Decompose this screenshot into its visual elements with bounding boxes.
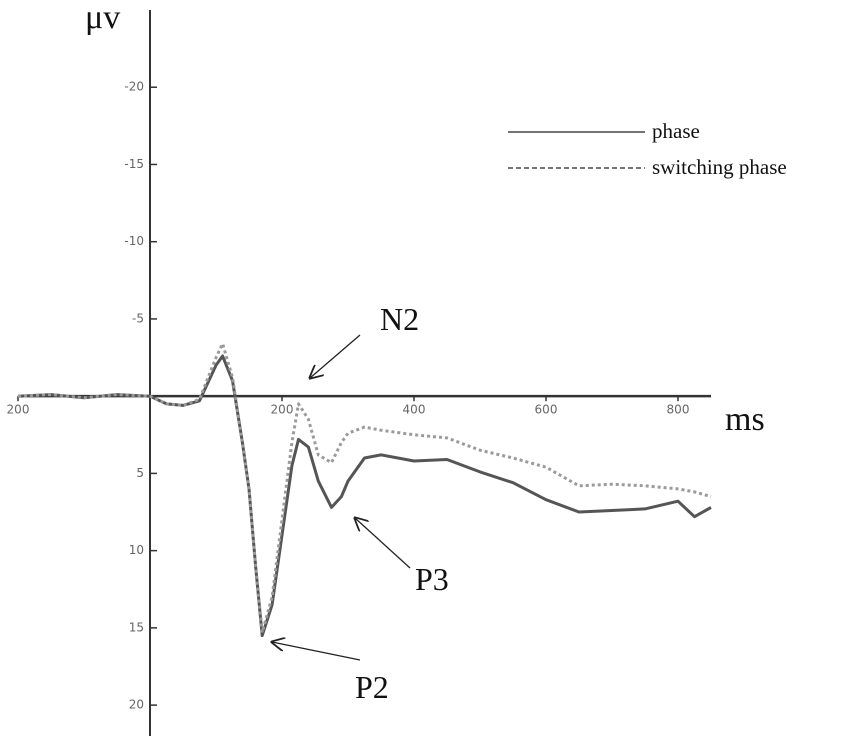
y-tick-label: 20: [129, 698, 144, 712]
x-tick-label: 200: [7, 403, 30, 417]
line-series: [17, 354, 712, 638]
x-tick-label: 800: [667, 403, 690, 417]
line-series: [17, 342, 712, 634]
x-tick-label: 200: [271, 403, 294, 417]
y-tick-label: -20: [124, 80, 144, 94]
y-tick-label: 10: [129, 543, 144, 557]
x-tick-label: 600: [535, 403, 558, 417]
y-tick-label: -15: [124, 157, 144, 171]
x-tick-label: 400: [403, 403, 426, 417]
y-tick-label: -5: [132, 311, 144, 325]
y-tick-label: 15: [129, 620, 144, 634]
y-axis-label: μv: [85, 0, 120, 36]
annotation-arrow: [355, 518, 411, 569]
annotation: P2: [355, 669, 389, 705]
y-tick-label: 5: [136, 466, 144, 480]
annotation: P3: [415, 561, 449, 597]
annotation-arrow: [272, 642, 361, 661]
legend-label: switching phase: [652, 155, 787, 179]
x-axis-label: ms: [725, 401, 765, 438]
annotation-arrow: [310, 334, 361, 378]
annotation: N2: [380, 301, 419, 337]
legend-label: phase: [652, 119, 700, 143]
y-tick-label: -10: [124, 234, 144, 248]
